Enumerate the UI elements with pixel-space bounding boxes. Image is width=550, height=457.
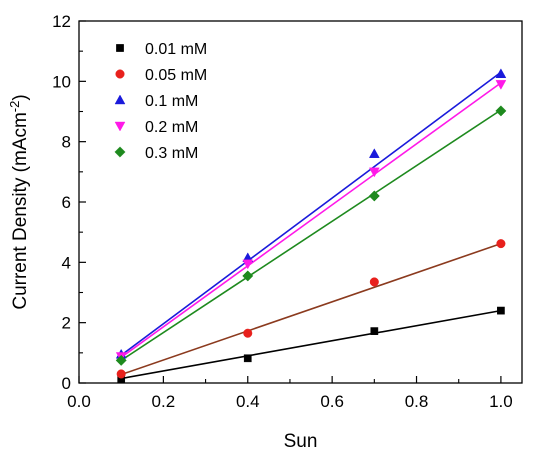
legend-label: 0.1 mM bbox=[145, 93, 198, 110]
legend-marker bbox=[116, 44, 124, 52]
y-tick-label: 4 bbox=[62, 253, 71, 272]
data-point bbox=[495, 68, 507, 79]
data-point bbox=[495, 80, 507, 90]
y-axis-label-superscript: -2 bbox=[7, 101, 22, 113]
x-axis-label: Sun bbox=[284, 431, 318, 452]
y-axis-label: Current Density (mAcm-2) bbox=[7, 94, 32, 309]
x-tick-label: 0.2 bbox=[152, 392, 176, 411]
data-point bbox=[115, 354, 127, 366]
legend-marker bbox=[114, 94, 126, 105]
y-axis-label-main: Current Density (mAcm bbox=[10, 112, 31, 309]
fit-line bbox=[120, 82, 502, 359]
data-point bbox=[495, 105, 507, 117]
data-point bbox=[370, 327, 379, 335]
data-point bbox=[369, 277, 379, 287]
data-point bbox=[242, 259, 254, 270]
legend-label: 0.3 mM bbox=[145, 145, 198, 162]
fit-line bbox=[120, 109, 502, 362]
x-tick-label: 0.8 bbox=[405, 392, 429, 411]
data-point bbox=[368, 148, 380, 158]
y-tick-label: 2 bbox=[62, 314, 71, 333]
fit-line bbox=[121, 309, 502, 380]
fit-lines bbox=[120, 71, 502, 380]
data-point bbox=[368, 167, 380, 178]
data-point bbox=[497, 306, 505, 315]
y-tick-label: 12 bbox=[52, 12, 71, 31]
legend-marker bbox=[114, 121, 126, 132]
x-tick-label: 1.0 bbox=[489, 392, 513, 411]
x-tick-label: 0.0 bbox=[67, 392, 91, 411]
y-tick-label: 0 bbox=[62, 374, 71, 393]
x-tick-label: 0.4 bbox=[236, 392, 260, 411]
legend-marker bbox=[115, 69, 125, 79]
legend-marker bbox=[114, 146, 126, 158]
tick-labels: 0.0 0.2 0.4 0.6 0.8 1.0 0 2 4 6 8 10 12 bbox=[52, 12, 513, 411]
legend: 0.01 mM 0.05 mM 0.1 mM 0.2 mM 0.3 mM bbox=[114, 41, 207, 162]
data-point bbox=[116, 369, 126, 379]
data-point bbox=[242, 270, 254, 282]
y-tick-label: 10 bbox=[52, 72, 71, 91]
y-axis-label-close: ) bbox=[10, 94, 31, 100]
y-tick-label: 8 bbox=[62, 133, 71, 152]
data-point bbox=[496, 239, 506, 249]
axis-ticks bbox=[78, 20, 502, 384]
legend-label: 0.01 mM bbox=[145, 41, 207, 58]
y-tick-label: 6 bbox=[62, 193, 71, 212]
data-point bbox=[243, 354, 252, 363]
data-point bbox=[243, 328, 253, 338]
legend-label: 0.2 mM bbox=[145, 119, 198, 136]
data-point bbox=[368, 190, 380, 202]
fit-line bbox=[120, 242, 502, 376]
x-tick-label: 0.6 bbox=[320, 392, 344, 411]
data-markers bbox=[115, 68, 507, 384]
legend-label: 0.05 mM bbox=[145, 67, 207, 84]
fit-line bbox=[120, 71, 502, 356]
